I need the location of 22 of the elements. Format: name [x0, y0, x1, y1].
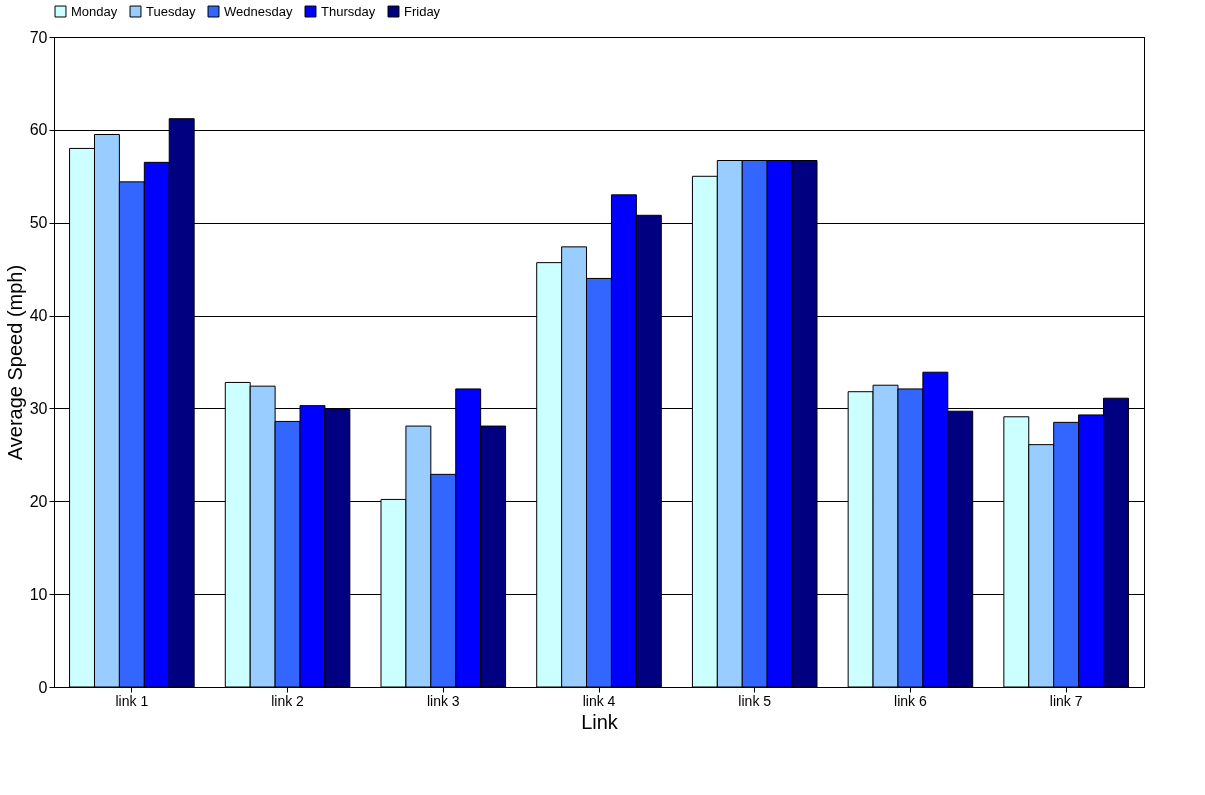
- y-axis-title: Average Speed (mph): [3, 264, 26, 461]
- x-tick-label: link 1: [115, 692, 149, 709]
- y-tick-label: 60: [29, 121, 48, 139]
- legend-label: Tuesday: [146, 3, 196, 19]
- x-tick-label: link 7: [1049, 692, 1083, 709]
- y-tick-label: 20: [29, 492, 48, 510]
- y-tick-label: 70: [29, 28, 48, 46]
- y-tick-label: 0: [38, 678, 48, 696]
- y-tick-label: 50: [29, 214, 48, 232]
- x-tick-label: link 2: [271, 692, 305, 709]
- y-tick-label: 30: [29, 399, 48, 417]
- legend-label: Friday: [404, 3, 441, 19]
- x-axis-title: Link: [581, 710, 619, 733]
- x-tick-label: link 3: [426, 692, 460, 709]
- legend-label: Monday: [71, 3, 118, 19]
- y-tick-label: 40: [29, 307, 48, 325]
- x-tick-label: link 5: [738, 692, 772, 709]
- x-tick-label: link 6: [894, 692, 927, 709]
- legend-label: Wednesday: [224, 3, 293, 19]
- x-tick-label: link 4: [582, 692, 616, 709]
- y-tick-label: 10: [29, 585, 48, 603]
- legend-label: Thursday: [321, 3, 376, 19]
